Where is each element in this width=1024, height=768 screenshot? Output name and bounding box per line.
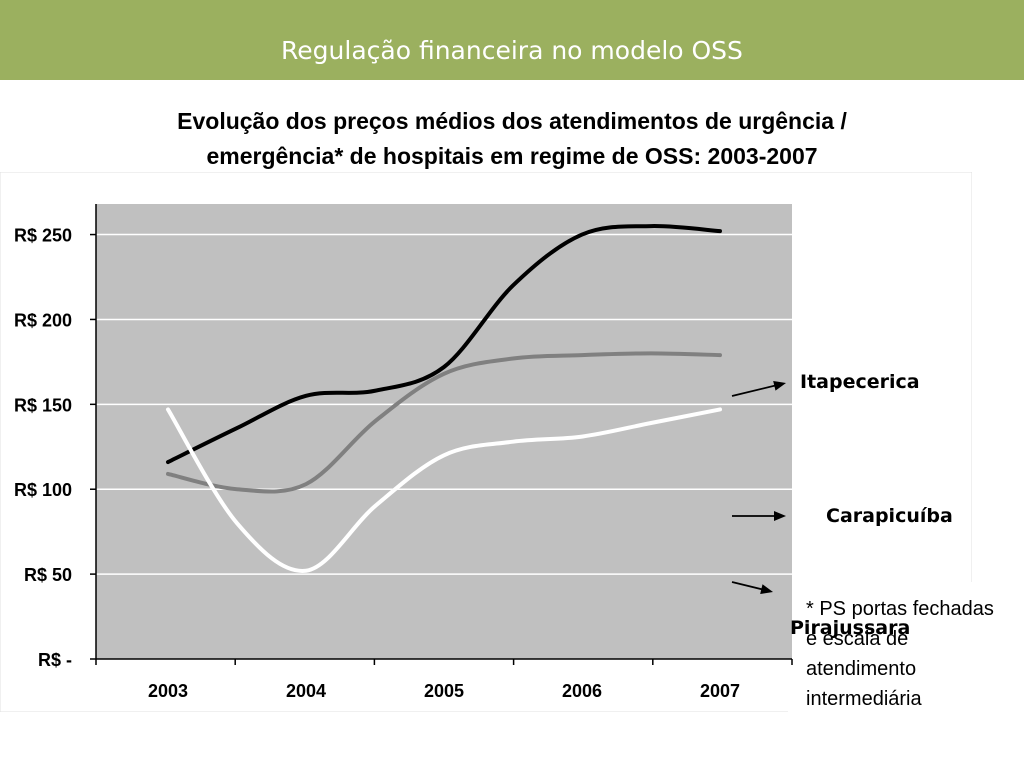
series-annotations: Itapecerica Carapicuíba Pirajussara (731, 371, 953, 639)
x-tick-label: 2004 (286, 681, 326, 701)
y-tick-label: R$ 50 (24, 565, 72, 585)
chart-subtitle-line-2: emergência* de hospitais em regime de OS… (206, 143, 818, 169)
y-tick-label: R$ 250 (14, 226, 72, 246)
series-label-carapicuiba: Carapicuíba (826, 505, 953, 527)
arrowhead-icon (773, 380, 786, 391)
slide-title: Regulação financeira no modelo OSS (281, 36, 743, 65)
series-line-carapicuiba (166, 351, 722, 494)
footnote-line-4: intermediária (806, 688, 922, 710)
footnote: * PS portas fechadas e escala de atendim… (806, 594, 1024, 714)
x-tick-label: 2007 (700, 681, 740, 701)
arrowhead-icon (774, 511, 786, 521)
chart-subtitle-line-1: Evolução dos preços médios dos atendimen… (177, 108, 847, 134)
footnote-line-3: atendimento (806, 658, 917, 680)
y-tick-label: R$ 150 (14, 395, 72, 415)
x-tick-label: 2005 (424, 681, 464, 701)
chart-subtitle: Evolução dos preços médios dos atendimen… (40, 104, 984, 174)
annotation-arrow (731, 581, 768, 592)
footnote-line-2: e escala de (806, 628, 909, 650)
series-line-itapecerica (166, 224, 722, 465)
series-line-pirajussara (166, 407, 722, 573)
arrowhead-icon (760, 584, 773, 595)
annotation-arrow (731, 383, 781, 397)
line-chart: R$ - R$ 50 R$ 100 R$ 150 R$ 200 R$ 250 2003 200… (0, 172, 972, 712)
series-lines (166, 224, 722, 573)
axes: R$ - R$ 50 R$ 100 R$ 150 R$ 200 R$ 250 2003 200… (14, 204, 793, 701)
slide-header: Regulação financeira no modelo OSS (0, 0, 1024, 80)
x-tick-label: 2003 (148, 681, 188, 701)
y-tick-label: R$ 100 (14, 480, 72, 500)
footnote-background (788, 582, 972, 712)
x-tick-label: 2006 (562, 681, 602, 701)
footnote-line-1: * PS portas fechadas (806, 598, 994, 620)
y-tick-label: R$ 200 (14, 310, 72, 330)
y-tick-label: R$ - (38, 650, 72, 670)
series-label-itapecerica: Itapecerica (800, 371, 920, 393)
plot-area (96, 204, 792, 659)
series-label-pirajussara: Pirajussara (790, 617, 910, 639)
